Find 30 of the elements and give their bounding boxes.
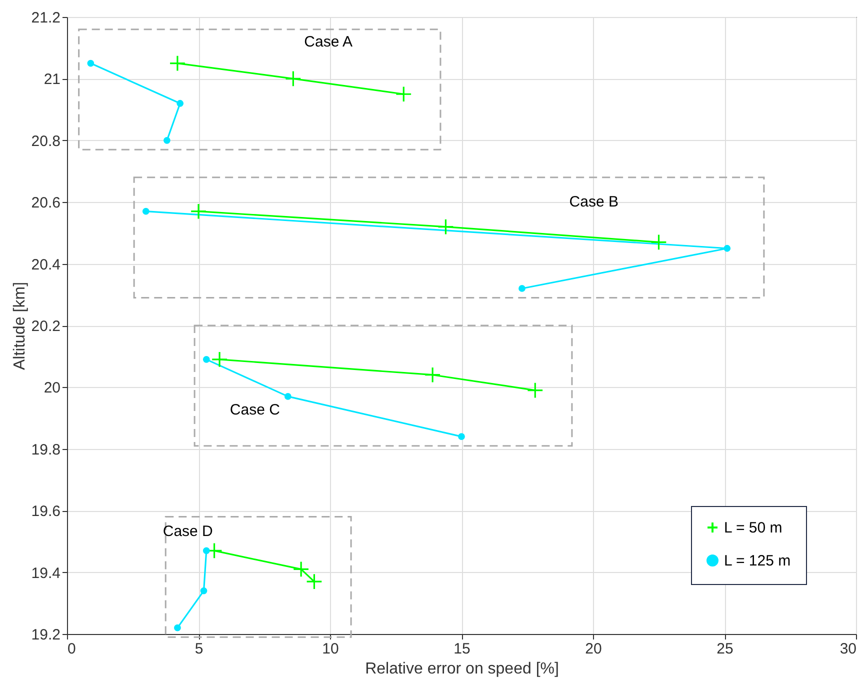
y-tick-label: 19.6 (31, 503, 60, 520)
legend-label: L = 50 m (724, 520, 782, 536)
annotation: Case C (230, 402, 280, 419)
y-tick-label: 21.2 (31, 10, 60, 26)
x-tick-label: 10 (322, 640, 339, 658)
x-tick-label: 30 (840, 640, 856, 658)
y-tick-label: 20.6 (31, 194, 60, 212)
y-tick-label: 20.4 (31, 256, 60, 274)
legend-label: L = 125 m (724, 552, 791, 570)
x-tick-label: 0 (68, 640, 76, 658)
y-tick-label: 21 (44, 71, 60, 88)
y-tick-label: 19.2 (31, 626, 60, 644)
point (190, 203, 207, 220)
point (650, 234, 667, 250)
point (395, 86, 412, 102)
y-tick-label: 19.4 (31, 564, 60, 582)
y-tick-label: 20 (44, 380, 60, 397)
x-tick-label: 25 (716, 640, 734, 658)
y-tick-label: 19.8 (31, 441, 60, 458)
point (211, 351, 228, 368)
x-tick-label: 20 (585, 640, 602, 658)
y-axis-title: Altitude [km] (11, 282, 28, 370)
annotation: Case D (162, 523, 214, 540)
x-tick-label: 15 (454, 640, 470, 658)
annotation: Case A (304, 33, 353, 50)
y-tick-label: 20.2 (31, 318, 60, 335)
y-tick-label: 20.8 (31, 132, 60, 150)
x-tick-label: 5 (194, 640, 204, 658)
annotation: Case B (569, 193, 618, 210)
x-axis-title: Relative error on speed [%] (365, 660, 559, 678)
